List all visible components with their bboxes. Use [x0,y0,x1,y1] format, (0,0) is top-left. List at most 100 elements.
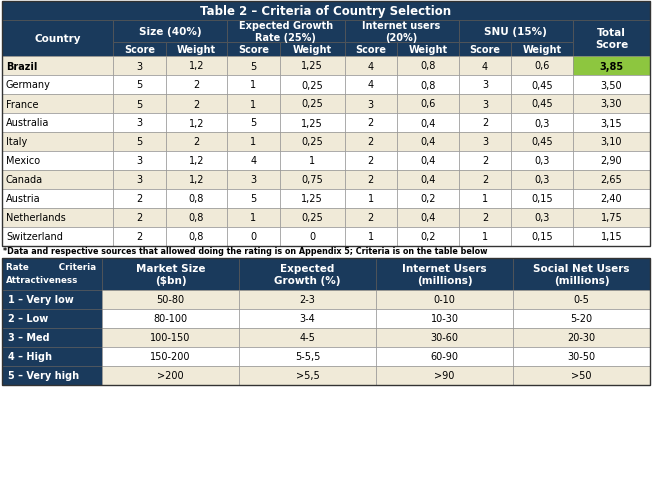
Bar [2,133,113,152]
Text: Social Net Users
(millions): Social Net Users (millions) [533,264,630,285]
Text: 4: 4 [482,61,488,72]
Bar [573,152,650,171]
Text: 2: 2 [193,137,200,147]
Text: Rate          Criteria: Rate Criteria [6,263,96,272]
Text: 0,6: 0,6 [534,61,550,72]
Bar [459,133,511,152]
Text: 0-5: 0-5 [574,295,589,305]
Text: 0,45: 0,45 [531,137,553,147]
Bar [397,228,459,247]
Text: 0,4: 0,4 [420,156,436,166]
Text: 1: 1 [368,194,374,204]
Bar [344,133,397,152]
Text: *Data and respective sources that allowed doing the rating is on Appendix 5; Cri: *Data and respective sources that allowe… [3,247,488,256]
Text: 1,2: 1,2 [188,156,204,166]
Bar [397,133,459,152]
Text: Weight: Weight [522,45,561,55]
Bar [239,366,376,385]
Bar [344,43,397,57]
Bar [344,152,397,171]
Bar [166,133,228,152]
Bar [511,114,573,133]
Bar [397,171,459,190]
Text: 0-10: 0-10 [434,295,456,305]
Text: 3: 3 [136,118,142,128]
Bar [397,209,459,228]
Text: 2,90: 2,90 [600,156,622,166]
Text: 3,15: 3,15 [600,118,622,128]
Text: 2: 2 [136,213,142,223]
Bar [166,43,228,57]
Bar [511,76,573,95]
Bar [2,114,113,133]
Bar [166,152,228,171]
Text: Weight: Weight [177,45,216,55]
Bar [113,209,166,228]
Text: Country: Country [35,34,81,44]
Bar [166,57,228,76]
Bar [344,114,397,133]
Text: Germany: Germany [6,80,51,90]
Text: Internet users
(20%): Internet users (20%) [363,21,441,43]
Bar [280,95,344,114]
Bar [280,43,344,57]
Text: 0,8: 0,8 [420,80,436,90]
Text: Mexico: Mexico [6,156,40,166]
Text: Score: Score [124,45,155,55]
Bar [459,43,511,57]
Bar [113,57,166,76]
Bar [113,21,228,43]
Bar [511,43,573,57]
Bar [513,366,650,385]
Text: Market Size
($bn): Market Size ($bn) [136,264,205,285]
Bar [459,152,511,171]
Bar [376,258,513,290]
Bar [280,152,344,171]
Bar [573,57,650,76]
Text: 4-5: 4-5 [299,333,316,343]
Bar [459,114,511,133]
Text: 2: 2 [193,80,200,90]
Bar [239,347,376,366]
Bar [511,95,573,114]
Text: 4: 4 [250,156,256,166]
Bar [113,133,166,152]
Bar [113,152,166,171]
Text: Expected
Growth (%): Expected Growth (%) [274,264,341,285]
Text: 4: 4 [368,80,374,90]
Text: 0,45: 0,45 [531,80,553,90]
Bar [102,290,239,309]
Bar [228,114,280,133]
Text: 1,25: 1,25 [301,118,323,128]
Text: 1,2: 1,2 [188,61,204,72]
Text: 0,8: 0,8 [188,232,204,242]
Bar [459,209,511,228]
Bar [573,171,650,190]
Bar [344,95,397,114]
Text: 2 – Low: 2 – Low [8,314,48,324]
Text: 2: 2 [482,118,488,128]
Text: 0,4: 0,4 [420,137,436,147]
Bar [228,228,280,247]
Bar [2,228,113,247]
Text: 0,15: 0,15 [531,194,553,204]
Bar [113,43,166,57]
Bar [573,76,650,95]
Text: 0,25: 0,25 [301,99,323,109]
Text: 5: 5 [250,194,257,204]
Bar [344,228,397,247]
Text: 80-100: 80-100 [153,314,188,324]
Text: 30-50: 30-50 [567,352,595,362]
Bar [573,114,650,133]
Bar [280,228,344,247]
Bar [166,114,228,133]
Bar [113,190,166,209]
Bar [2,366,102,385]
Bar [397,114,459,133]
Text: 10-30: 10-30 [430,314,458,324]
Text: 100-150: 100-150 [151,333,190,343]
Text: Score: Score [355,45,386,55]
Bar [397,57,459,76]
Bar [228,133,280,152]
Text: 3: 3 [136,61,142,72]
